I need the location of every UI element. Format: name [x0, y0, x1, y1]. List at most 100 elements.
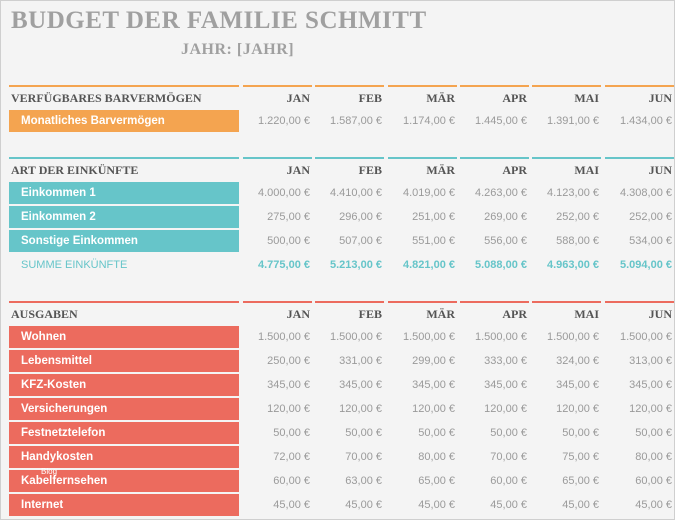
- month-header: MÄR: [426, 163, 455, 177]
- cell-value: 65,00 €: [418, 475, 455, 487]
- section-rule: [243, 157, 312, 159]
- cell-value: 507,00 €: [339, 235, 382, 247]
- section-rule: [460, 157, 529, 159]
- month-header: JAN: [286, 307, 310, 321]
- cell-value: 50,00 €: [345, 427, 382, 439]
- cell-value: 120,00 €: [412, 403, 455, 415]
- month-header: JAN: [286, 91, 310, 105]
- section-rule: [532, 301, 601, 303]
- month-header: MAI: [574, 307, 599, 321]
- total-value: 5.094,00 €: [620, 259, 672, 271]
- section-header: AUSGABEN: [11, 307, 78, 321]
- row-label: Sonstige Einkommen: [9, 230, 239, 252]
- section-rule: [532, 85, 601, 87]
- month-header: APR: [502, 307, 527, 321]
- cell-value: 551,00 €: [412, 235, 455, 247]
- cell-value: 313,00 €: [629, 355, 672, 367]
- cell-value: 70,00 €: [345, 451, 382, 463]
- cell-value: 324,00 €: [556, 355, 599, 367]
- cell-value: 45,00 €: [418, 499, 455, 511]
- section-rule: [388, 157, 457, 159]
- cell-value: 63,00 €: [345, 475, 382, 487]
- section-rule: [460, 85, 529, 87]
- cell-value: 1.391,00 €: [547, 115, 599, 127]
- cell-value: 45,00 €: [490, 499, 527, 511]
- cell-value: 120,00 €: [339, 403, 382, 415]
- row-label: KFZ-Kosten: [9, 374, 239, 396]
- cell-value: 1.500,00 €: [547, 331, 599, 343]
- section-rule: [315, 157, 384, 159]
- month-header: FEB: [358, 163, 382, 177]
- cell-value: 534,00 €: [629, 235, 672, 247]
- cell-value: 588,00 €: [556, 235, 599, 247]
- cell-value: 60,00 €: [490, 475, 527, 487]
- cell-value: 345,00 €: [412, 379, 455, 391]
- row-label: Einkommen 1: [9, 182, 239, 204]
- month-header: APR: [502, 163, 527, 177]
- row-label: Lebensmittel: [9, 350, 239, 372]
- cell-value: 250,00 €: [267, 355, 310, 367]
- cell-value: 60,00 €: [273, 475, 310, 487]
- section-rule: [9, 301, 239, 303]
- cell-value: 1.445,00 €: [475, 115, 527, 127]
- cell-value: 556,00 €: [484, 235, 527, 247]
- month-header: FEB: [358, 307, 382, 321]
- section-rule: [460, 301, 529, 303]
- cell-value: 50,00 €: [635, 427, 672, 439]
- cell-value: 4.123,00 €: [547, 187, 599, 199]
- cell-value: 345,00 €: [556, 379, 599, 391]
- cell-value: 251,00 €: [412, 211, 455, 223]
- cell-value: 60,00 €: [635, 475, 672, 487]
- section-rule: [605, 157, 674, 159]
- cell-value: 252,00 €: [629, 211, 672, 223]
- row-label: Wohnen: [9, 326, 239, 348]
- cell-value: 80,00 €: [635, 451, 672, 463]
- cell-value: 45,00 €: [635, 499, 672, 511]
- section-header: ART DER EINKÜNFTE: [11, 163, 139, 177]
- section-header: VERFÜGBARES BARVERMÖGEN: [11, 91, 202, 105]
- section-rule: [605, 301, 674, 303]
- cell-value: 45,00 €: [562, 499, 599, 511]
- cell-value: 80,00 €: [418, 451, 455, 463]
- total-value: 4.775,00 €: [258, 259, 310, 271]
- year-label: JAHR: [JAHR]: [181, 41, 295, 58]
- section-rule: [388, 85, 457, 87]
- cell-value: 252,00 €: [556, 211, 599, 223]
- row-label: Internet: [9, 494, 239, 516]
- month-header: JUN: [648, 163, 672, 177]
- cell-value: 72,00 €: [273, 451, 310, 463]
- cell-value: 50,00 €: [562, 427, 599, 439]
- section-rule: [9, 85, 239, 87]
- month-header: APR: [502, 91, 527, 105]
- cell-value: 50,00 €: [490, 427, 527, 439]
- cell-value: 269,00 €: [484, 211, 527, 223]
- cell-value: 45,00 €: [273, 499, 310, 511]
- cell-value: 1.500,00 €: [403, 331, 455, 343]
- total-label: SUMME EINKÜNFTE: [21, 259, 128, 271]
- cell-value: 1.587,00 €: [330, 115, 382, 127]
- cell-value: 275,00 €: [267, 211, 310, 223]
- cell-value: 1.500,00 €: [475, 331, 527, 343]
- cell-value: 345,00 €: [339, 379, 382, 391]
- cell-value: 299,00 €: [412, 355, 455, 367]
- row-label: Kabelfernsehen: [9, 470, 239, 492]
- cell-value: 65,00 €: [562, 475, 599, 487]
- cell-value: 50,00 €: [273, 427, 310, 439]
- month-header: MAI: [574, 163, 599, 177]
- total-value: 5.213,00 €: [330, 259, 382, 271]
- cell-value: 331,00 €: [339, 355, 382, 367]
- cell-value: 1.500,00 €: [330, 331, 382, 343]
- row-label: Handykosten: [9, 446, 239, 468]
- section-rule: [315, 301, 384, 303]
- watermark: Blog: [41, 467, 58, 476]
- cell-value: 120,00 €: [484, 403, 527, 415]
- row-label: Versicherungen: [9, 398, 239, 420]
- cell-value: 4.019,00 €: [403, 187, 455, 199]
- section-rule: [9, 157, 239, 159]
- row-label: Einkommen 2: [9, 206, 239, 228]
- cell-value: 120,00 €: [267, 403, 310, 415]
- cell-value: 70,00 €: [490, 451, 527, 463]
- cell-value: 1.174,00 €: [403, 115, 455, 127]
- cell-value: 345,00 €: [267, 379, 310, 391]
